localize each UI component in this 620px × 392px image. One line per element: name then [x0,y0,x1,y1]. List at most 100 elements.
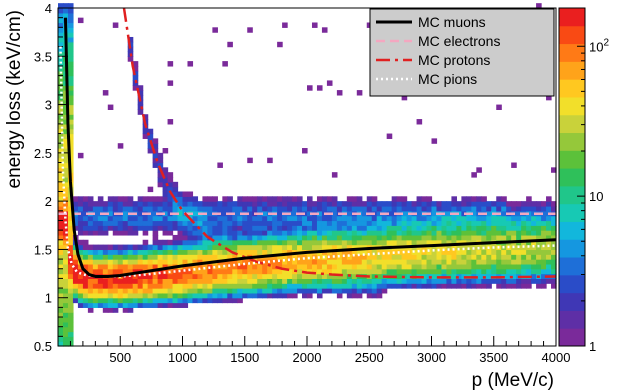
heatmap-cell [92,254,99,260]
heatmap-cell [316,273,323,279]
heatmap-cell [541,259,547,265]
heatmap-cell [287,292,293,299]
heatmap-cell [466,234,472,241]
heatmap-cell [142,288,149,294]
heatmap-cell [112,302,119,308]
heatmap-cell [331,215,338,222]
heatmap-cell [58,56,64,62]
heatmap-cell [132,244,139,251]
heatmap-cell [82,302,89,308]
heatmap-cell [461,268,467,275]
heatmap-cell [426,239,433,246]
heatmap-cell [391,268,398,275]
heatmap-cell [147,278,154,284]
heatmap-cell [72,249,79,255]
heatmap-cell [351,220,358,226]
heatmap-cell [222,278,228,284]
heatmap-cell [87,215,94,222]
heatmap-cell [461,249,467,255]
heatmap-cell [336,259,343,265]
heatmap-cell [157,162,164,168]
y-tick-label: 3 [45,98,52,113]
heatmap-cell [187,244,194,251]
heatmap-cell [282,201,288,207]
heatmap-cell [212,234,218,241]
heatmap-cell [461,234,467,241]
heatmap-cell [366,230,373,236]
heatmap-cell [242,215,248,222]
heatmap-cell [466,259,472,265]
heatmap-cell [287,278,293,284]
heatmap-cell [62,181,69,188]
heatmap-cell [466,283,472,289]
heatmap-cell [82,273,89,279]
heatmap-cell [122,225,129,231]
heatmap-cell [202,196,208,202]
heatmap-cell [117,215,124,222]
heatmap-cell [58,336,64,342]
heatmap-cell [346,225,353,231]
heatmap-cell [546,278,552,284]
heatmap-cell [122,205,129,212]
heatmap-cell [127,302,134,308]
heatmap-cell [77,215,84,222]
heatmap-cell [481,283,487,289]
heatmap-cell [82,230,89,236]
heatmap-cell [152,157,159,164]
heatmap-cell [302,278,308,284]
heatmap-cell [302,288,308,294]
heatmap-cell [247,283,253,289]
heatmap-cell [192,201,199,207]
heatmap-cell [282,230,288,236]
heatmap-cell [321,244,328,251]
heatmap-cell [311,263,318,270]
heatmap-cell [77,205,84,212]
heatmap-cell [401,278,408,284]
heatmap-cell [371,254,378,260]
heatmap-cell [58,273,64,279]
heatmap-cell [302,205,308,212]
heatmap-cell [62,312,69,318]
heatmap-cell [381,254,388,260]
heatmap-cell [376,215,383,222]
heatmap-cell [127,205,134,212]
heatmap-cell [107,307,114,313]
heatmap-cell [446,254,453,260]
heatmap-cell [252,196,258,202]
heatmap-cell [361,225,368,231]
heatmap-cell [356,254,363,260]
heatmap-cell [346,292,353,299]
heatmap-cell [167,177,174,183]
heatmap-cell [192,215,199,222]
heatmap-cell [137,85,144,91]
heatmap-cell [272,201,278,207]
heatmap-cell [242,283,248,289]
heatmap-cell [386,278,393,284]
heatmap-cell [127,278,134,284]
heatmap-cell [406,254,413,260]
heatmap-cell [82,283,89,289]
heatmap-cell [167,283,174,289]
heatmap-cell [147,225,154,231]
heatmap-cell [292,259,298,265]
heatmap-cell [341,259,348,265]
heatmap-cell [521,254,527,260]
heatmap-cell [67,94,74,101]
heatmap-cell [446,205,453,212]
heatmap-cell [147,249,154,255]
heatmap-cell [132,263,139,270]
heatmap-cell [72,225,79,231]
heatmap-cell [67,41,74,48]
heatmap-cell [242,278,248,284]
heatmap-cell [182,292,189,299]
heatmap-cell [436,268,443,275]
heatmap-cell [152,215,159,222]
heatmap-cell [496,220,502,226]
heatmap-cell [232,263,238,270]
heatmap-cell [541,234,547,241]
heatmap-cell [92,201,99,207]
heatmap-cell [411,201,418,207]
heatmap-cell [132,249,139,255]
heatmap-cell [137,196,144,202]
heatmap-cell [67,8,74,14]
